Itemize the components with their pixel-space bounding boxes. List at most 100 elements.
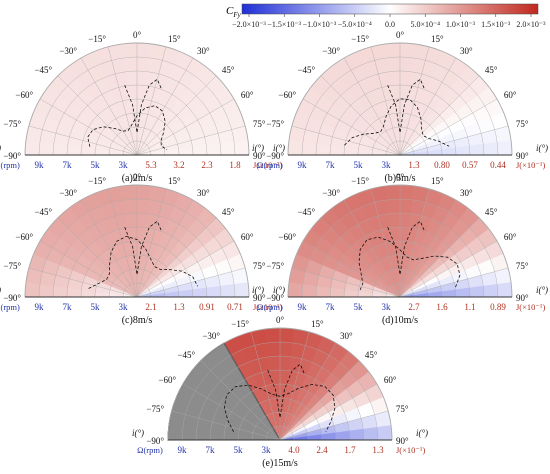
- omega-label: Ω(rpm): [137, 445, 163, 455]
- polar-grid: [167, 327, 393, 441]
- heatmap-cell: [125, 212, 138, 228]
- j-axis-label: J(×10⁻¹): [516, 302, 545, 312]
- angle-label: −15°: [351, 34, 369, 44]
- grid-spoke: [28, 267, 138, 298]
- angle-label: −60°: [15, 232, 33, 242]
- polar-panel-1: −75° −60° −45° −30° −15° 0° 15° 30° 45° 60° 75° −90…: [0, 30, 285, 184]
- angle-label: −15°: [351, 176, 369, 186]
- heatmap-cell: [122, 42, 138, 59]
- omega-tick-label: 5k: [354, 160, 364, 170]
- heatmap-cell: [399, 198, 414, 214]
- angle-label: 45°: [485, 65, 498, 75]
- angle-label: −90°: [3, 293, 21, 303]
- grid-spoke: [399, 75, 480, 156]
- contour-line: [87, 105, 168, 151]
- heatmap-cell: [220, 141, 236, 156]
- grid-spoke: [279, 342, 337, 441]
- incidence-axis-label: i(°): [536, 285, 548, 295]
- grid-spoke: [80, 199, 138, 298]
- colorbar-tick-label: 0.0: [385, 20, 395, 29]
- heatmap-cell: [192, 287, 208, 298]
- angle-label: −15°: [88, 34, 106, 44]
- grid-spoke: [28, 125, 138, 156]
- angle-label: 0°: [133, 30, 142, 40]
- heatmap-cell: [363, 426, 379, 441]
- grid-spoke: [279, 410, 389, 441]
- heatmap-cells: [287, 42, 513, 156]
- contour-lines: [344, 78, 450, 147]
- angle-label: −45°: [177, 350, 195, 360]
- angle-labels: −75° −60° −45° −30° −15° 0° 15° 30° 45° 60° 75° −90…: [252, 172, 548, 303]
- j-tick-label: 1.3: [408, 160, 420, 170]
- angle-label: 45°: [222, 65, 235, 75]
- angle-label: 30°: [460, 46, 473, 56]
- heatmap-cell: [287, 140, 304, 156]
- heatmap-cell: [125, 70, 138, 86]
- j-tick-label: 2.4: [316, 445, 328, 455]
- heatmap-cell: [496, 282, 513, 298]
- angle-label: −75°: [266, 261, 284, 271]
- angle-label: −30°: [322, 188, 340, 198]
- grid-spoke: [223, 342, 281, 441]
- radial-axis-labels: Ω(rpm) 9k 7k 5k 3k 5.3 3.2 2.3 1.8 J(×10⁻²): [0, 160, 282, 170]
- omega-tick-label: 7k: [63, 160, 73, 170]
- heatmap-cell: [122, 184, 138, 201]
- panel-caption: (e)15m/s: [262, 458, 298, 469]
- omega-tick-label: 5k: [354, 302, 364, 312]
- heatmap-cell: [233, 282, 250, 298]
- heatmap-cell: [386, 56, 401, 72]
- heatmap-cell: [301, 283, 317, 298]
- angle-label: 30°: [340, 331, 353, 341]
- j-tick-label: 0.44: [490, 160, 506, 170]
- angle-label: −30°: [322, 46, 340, 56]
- contour-lines: [87, 78, 168, 151]
- contour-line: [344, 98, 450, 147]
- heatmap-cell: [136, 184, 152, 201]
- grid-spoke: [320, 75, 401, 156]
- contour-line: [387, 78, 425, 133]
- heatmap-cell: [483, 141, 499, 156]
- angle-label: 90°: [516, 293, 529, 303]
- angle-label: −45°: [297, 207, 315, 217]
- grid-spoke: [200, 360, 281, 441]
- grid-spoke: [399, 240, 498, 298]
- grid-spoke: [399, 46, 430, 156]
- grid-spoke: [250, 331, 281, 441]
- contour-line: [88, 235, 198, 289]
- heatmap-cell: [123, 56, 138, 72]
- j-tick-label: 1.3: [372, 445, 384, 455]
- colorbar: CFy −2.0×10⁻³ −1.5×10⁻³ −1.0×10⁻³ −5.0×10⁻⁴…: [226, 3, 546, 29]
- j-tick-label: 1.8: [229, 160, 241, 170]
- angle-label: −90°: [266, 293, 284, 303]
- radial-axis-labels: Ω(rpm) 9k 7k 5k 3k 2.1 1.3 0.91 0.71 J(×10⁻¹): [0, 302, 282, 312]
- colorbar-tick-label: 1.0×10⁻³: [446, 20, 476, 29]
- contour-line: [387, 220, 425, 275]
- panel-caption: (b)5m/s: [384, 173, 415, 184]
- angle-label: 0°: [396, 30, 405, 40]
- angle-label: −75°: [3, 261, 21, 271]
- angle-label: 30°: [197, 46, 210, 56]
- j-tick-label: 2.7: [408, 302, 420, 312]
- contour-line: [223, 383, 336, 433]
- grid-spoke: [107, 46, 138, 156]
- omega-tick-label: 7k: [326, 302, 336, 312]
- heatmap-cell: [335, 430, 351, 441]
- heatmap-cell: [279, 327, 295, 344]
- heatmap-cell: [385, 184, 401, 201]
- heatmap-cell: [206, 143, 222, 156]
- contour-line: [267, 363, 305, 418]
- grid-spoke: [136, 46, 167, 156]
- polar-grid: [24, 184, 250, 298]
- grid-spoke: [136, 240, 235, 298]
- grid-spoke: [399, 125, 509, 156]
- j-tick-label: 0.80: [434, 160, 450, 170]
- colorbar-tick-label: 1.5×10⁻³: [481, 20, 511, 29]
- angle-label: −90°: [266, 151, 284, 161]
- angle-label: −45°: [34, 65, 52, 75]
- angle-label: −30°: [202, 331, 220, 341]
- grid-spoke: [399, 217, 480, 298]
- colorbar-tick-label: −2.0×10⁻³: [232, 20, 266, 29]
- heatmap-cell: [483, 283, 499, 298]
- heatmap-cell: [136, 42, 152, 59]
- heatmap-cell: [266, 341, 281, 357]
